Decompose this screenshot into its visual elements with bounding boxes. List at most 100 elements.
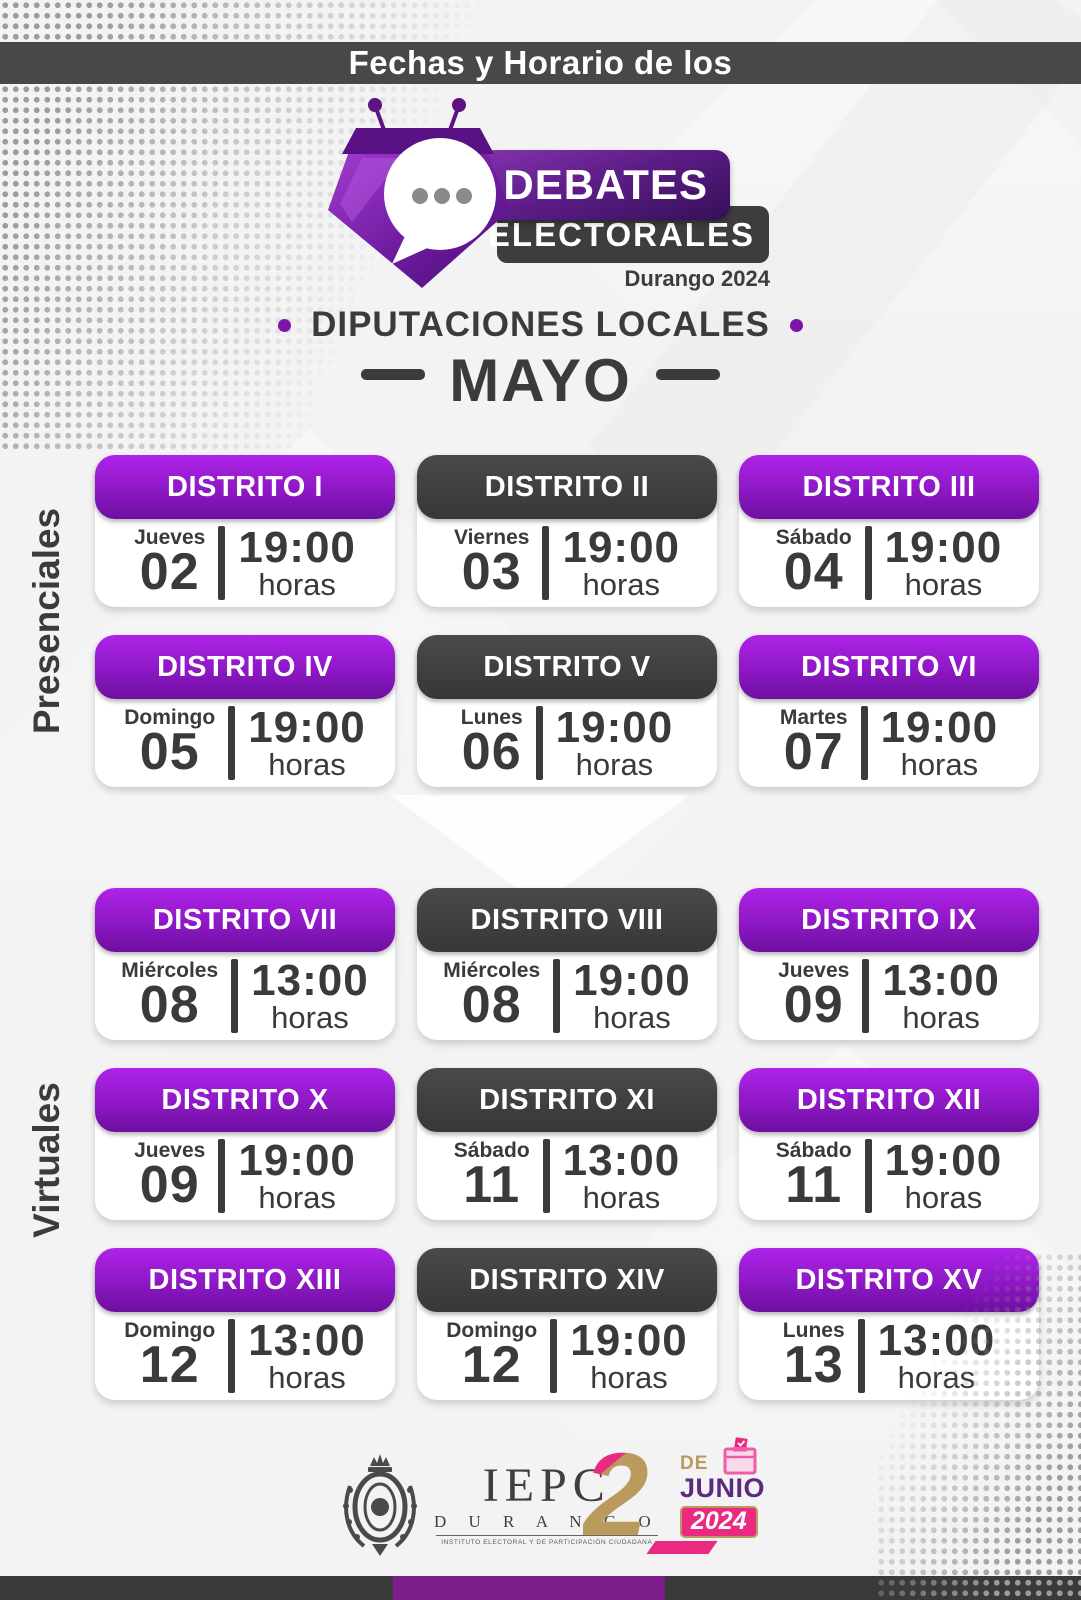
- time-unit: horas: [900, 747, 979, 783]
- date-number: 11: [785, 1156, 843, 1215]
- iepc-tagline: INSTITUTO ELECTORAL Y DE PARTICIPACIÓN C…: [441, 1539, 653, 1546]
- vertical-divider: [228, 706, 236, 780]
- debate-card: DISTRITO XV Lunes 13 13:00 horas: [739, 1248, 1039, 1400]
- day-label: Lunes: [782, 1319, 845, 1343]
- district-header: DISTRITO VIII: [417, 888, 717, 952]
- time-column: 13:00 horas: [878, 1319, 996, 1396]
- debate-card: DISTRITO IV Domingo 05 19:00 horas: [95, 635, 395, 787]
- section-label-presenciales: Presenciales: [26, 507, 67, 735]
- year-badge: 2024: [680, 1506, 758, 1538]
- debate-card: DISTRITO X Jueves 09 19:00 horas: [95, 1068, 395, 1220]
- card-body: Jueves 09 13:00 horas: [739, 952, 1039, 1040]
- date-column: Miércoles 08: [443, 960, 540, 1031]
- vertical-divider: [542, 1139, 550, 1213]
- pink-wedge-decoration: [646, 1541, 718, 1554]
- district-header: DISTRITO VI: [739, 635, 1039, 699]
- date-column: Sábado 11: [453, 1139, 530, 1215]
- time-value: 19:00: [562, 523, 681, 573]
- time-column: 13:00 horas: [248, 1319, 366, 1396]
- district-header: DISTRITO XV: [739, 1248, 1039, 1312]
- time-column: 13:00 horas: [251, 959, 369, 1036]
- debates-title: DEBATES: [503, 161, 708, 208]
- time-column: 19:00 horas: [885, 1139, 1003, 1216]
- day-label: Lunes: [460, 706, 523, 730]
- date-number: 08: [139, 976, 200, 1035]
- time-unit: horas: [271, 1000, 349, 1036]
- date-number: 11: [463, 1156, 521, 1215]
- debate-card: DISTRITO VIII Miércoles 08 19:00 horas: [417, 888, 717, 1040]
- time-unit: horas: [904, 1180, 983, 1216]
- time-value: 19:00: [573, 956, 691, 1006]
- iepc-divider-line: [436, 1535, 658, 1536]
- date-column: Miércoles 08: [121, 960, 218, 1035]
- time-value: 19:00: [238, 1136, 356, 1186]
- card-body: Domingo 12 13:00 horas: [95, 1312, 395, 1400]
- district-header: DISTRITO IX: [739, 888, 1039, 952]
- time-value: 19:00: [570, 1316, 688, 1366]
- district-header: DISTRITO II: [417, 455, 717, 519]
- date-number: 06: [461, 723, 522, 782]
- date-column: Sábado 11: [776, 1140, 852, 1215]
- district-header: DISTRITO V: [417, 635, 717, 699]
- date-column: Jueves 02: [134, 527, 205, 598]
- time-column: 19:00 horas: [248, 706, 366, 781]
- big-number-2: 2: [583, 1429, 649, 1561]
- card-body: Miércoles 08 19:00 horas: [417, 952, 717, 1040]
- vertical-divider: [218, 526, 226, 600]
- day-label: Viernes: [453, 526, 530, 550]
- debate-card: DISTRITO I Jueves 02 19:00 horas: [95, 455, 395, 607]
- vertical-divider: [550, 1319, 558, 1393]
- time-column: 19:00 horas: [570, 1316, 688, 1394]
- card-body: Sábado 04 19:00 horas: [739, 519, 1039, 607]
- month-row: MAYO: [0, 346, 1081, 415]
- time-unit: horas: [902, 1000, 980, 1036]
- day-label: Jueves: [778, 959, 850, 983]
- time-unit: horas: [268, 1360, 346, 1396]
- card-body: Sábado 11 19:00 horas: [739, 1132, 1039, 1220]
- district-header: DISTRITO XII: [739, 1068, 1039, 1132]
- vertical-divider: [553, 959, 561, 1033]
- debate-card: DISTRITO XIV Domingo 12 19:00 horas: [417, 1248, 717, 1400]
- iepc-crest-icon: [343, 1454, 417, 1556]
- card-body: Martes 07 19:00 horas: [739, 699, 1039, 787]
- card-body: Lunes 13 13:00 horas: [739, 1312, 1039, 1400]
- debate-card: DISTRITO II Viernes 03 19:00 horas: [417, 455, 717, 607]
- vertical-divider: [542, 526, 550, 600]
- vertical-divider: [860, 706, 868, 780]
- time-unit: horas: [897, 1360, 976, 1396]
- vertical-divider: [862, 959, 870, 1033]
- bottom-bar: [0, 1576, 1081, 1600]
- date-number: 05: [139, 723, 200, 782]
- time-value: 19:00: [884, 523, 1003, 573]
- presenciales-card-grid: DISTRITO I Jueves 02 19:00 horas DISTRITO II V…: [95, 455, 1039, 787]
- district-header: DISTRITO I: [95, 455, 395, 519]
- debate-card: DISTRITO XIII Domingo 12 13:00 horas: [95, 1248, 395, 1400]
- de-label: DE: [680, 1453, 709, 1474]
- bullet-icon: [278, 318, 292, 332]
- card-body: Domingo 05 19:00 horas: [95, 699, 395, 787]
- time-column: 19:00 horas: [884, 523, 1003, 601]
- bottom-bar-accent: [393, 1576, 665, 1600]
- time-value: 19:00: [880, 703, 999, 753]
- time-column: 19:00 horas: [880, 703, 999, 783]
- time-unit: horas: [575, 747, 654, 783]
- district-header: DISTRITO XIII: [95, 1248, 395, 1312]
- date-column: Domingo 05: [124, 706, 216, 782]
- date-column: Domingo 12: [446, 1320, 537, 1391]
- day-label: Domingo: [124, 1319, 216, 1343]
- section-label-virtuales: Virtuales: [26, 1082, 67, 1238]
- date-number: 12: [139, 1336, 200, 1395]
- time-unit: horas: [258, 567, 336, 603]
- junio-label: JUNIO: [680, 1473, 766, 1503]
- day-label: Sábado: [453, 1139, 530, 1163]
- ballot-box-icon: [723, 1437, 757, 1475]
- day-label: Domingo: [124, 706, 216, 730]
- debate-card: DISTRITO XII Sábado 11 19:00 horas: [739, 1068, 1039, 1220]
- date-column: Jueves 09: [134, 1140, 205, 1215]
- vertical-divider: [228, 1319, 236, 1393]
- date-number: 09: [139, 1156, 200, 1215]
- district-header: DISTRITO VII: [95, 888, 395, 952]
- month-title: MAYO: [449, 347, 632, 414]
- subtitle-row: DIPUTACIONES LOCALES: [0, 305, 1081, 345]
